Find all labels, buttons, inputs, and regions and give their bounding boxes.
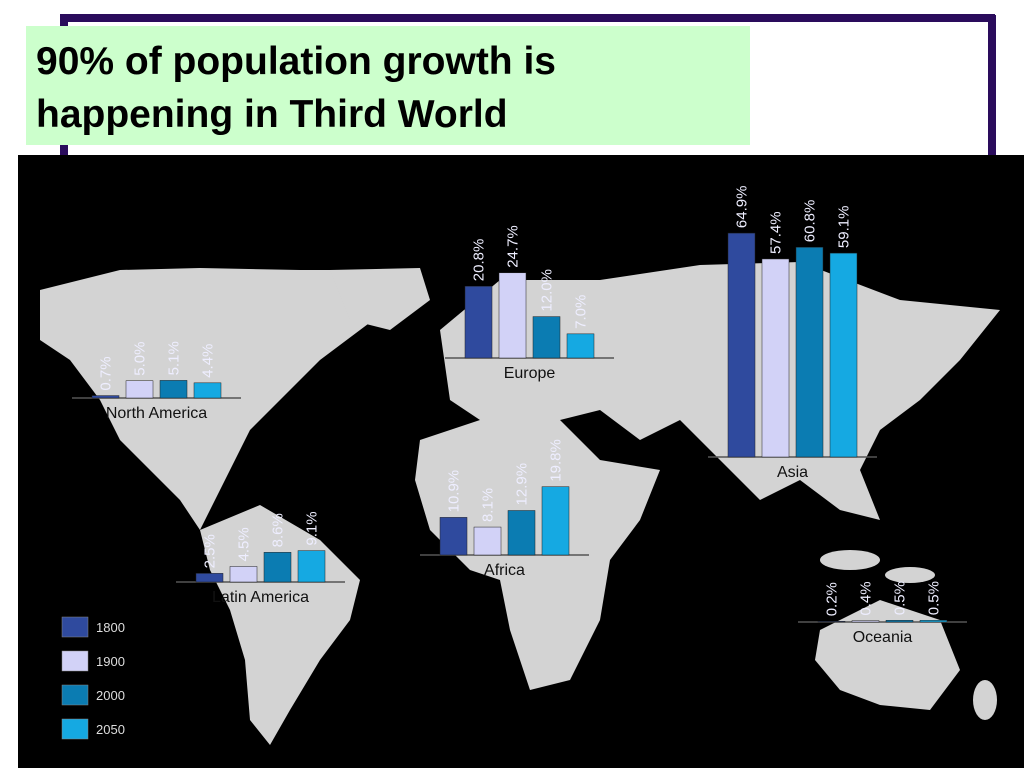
bar — [439, 517, 468, 556]
value-label: 5.0% — [132, 342, 149, 376]
legend-swatch — [61, 718, 89, 740]
bar — [566, 333, 595, 359]
legend-label: 1900 — [96, 654, 125, 669]
australia-land — [815, 600, 960, 710]
bar — [125, 380, 154, 399]
value-label: 0.7% — [98, 356, 115, 390]
legend-swatch — [61, 684, 89, 706]
value-label: 64.9% — [734, 186, 751, 229]
bar — [297, 550, 326, 583]
bar — [263, 552, 292, 583]
value-label: 0.2% — [824, 582, 841, 616]
region-label: Latin America — [212, 589, 309, 606]
island-land — [885, 567, 935, 583]
bar — [851, 620, 880, 623]
value-label: 12.9% — [514, 463, 531, 506]
region-label: Africa — [484, 562, 525, 579]
region-label: Asia — [777, 464, 808, 481]
value-label: 12.0% — [539, 269, 556, 312]
title-line: happening in Third World — [36, 93, 508, 136]
legend-label: 2050 — [96, 722, 125, 737]
bar — [829, 252, 858, 458]
bar — [473, 526, 502, 556]
value-label: 0.5% — [892, 581, 909, 615]
value-label: 59.1% — [836, 206, 853, 249]
region-label: Oceania — [853, 629, 913, 646]
legend-swatch — [61, 616, 89, 638]
value-label: 10.9% — [446, 470, 463, 513]
value-label: 4.5% — [236, 527, 253, 561]
bar — [541, 486, 570, 556]
value-label: 0.5% — [926, 581, 943, 615]
value-label: 19.8% — [548, 439, 565, 482]
bar — [727, 232, 756, 458]
legend-label: 2000 — [96, 688, 125, 703]
value-label: 4.4% — [200, 344, 217, 378]
bar — [795, 246, 824, 458]
bar — [532, 316, 561, 359]
value-label: 8.6% — [270, 513, 287, 547]
value-label: 9.1% — [304, 511, 321, 545]
value-label: 5.1% — [166, 341, 183, 375]
bar — [885, 620, 914, 623]
bar — [507, 510, 536, 556]
value-label: 20.8% — [471, 239, 488, 282]
value-label: 8.1% — [480, 488, 497, 522]
legend-swatch — [61, 650, 89, 672]
bar — [498, 272, 527, 359]
region-label: Europe — [504, 365, 556, 382]
bar — [817, 621, 846, 623]
value-label: 57.4% — [768, 211, 785, 254]
bar — [91, 395, 120, 399]
value-label: 0.4% — [858, 581, 875, 615]
bar — [761, 258, 790, 458]
greenland-land — [330, 268, 430, 330]
value-label: 24.7% — [505, 225, 522, 268]
value-label: 60.8% — [802, 200, 819, 243]
value-label: 7.0% — [573, 295, 590, 329]
eurasia-land — [440, 262, 1000, 520]
bar — [464, 285, 493, 359]
north-america-land — [40, 268, 420, 530]
bar — [919, 620, 948, 623]
title-box — [26, 26, 750, 145]
island-land — [820, 550, 880, 570]
region-label: North America — [106, 405, 207, 422]
bar — [159, 380, 188, 399]
bar — [229, 566, 258, 583]
legend-label: 1800 — [96, 620, 125, 635]
title-line: 90% of population growth is — [36, 40, 556, 83]
bar — [193, 382, 222, 399]
value-label: 2.5% — [202, 534, 219, 568]
island-land — [973, 680, 997, 720]
bar — [195, 573, 224, 583]
